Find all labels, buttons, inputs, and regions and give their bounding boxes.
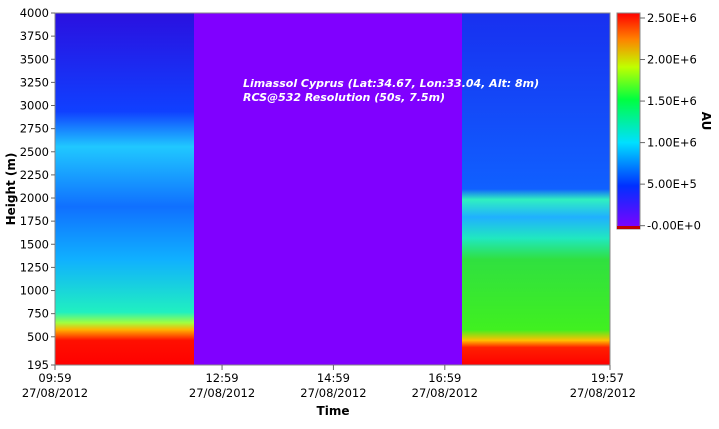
colorbar-tick-label: 1.50E+6 xyxy=(647,94,697,108)
y-tick-label: 2000 xyxy=(20,191,49,205)
y-tick-label: 4000 xyxy=(20,6,49,20)
y-tick-label: 3000 xyxy=(20,99,49,113)
y-tick-label: 2750 xyxy=(20,122,49,136)
x-tick-label: 09:59 xyxy=(38,371,71,385)
x-tick-date: 27/08/2012 xyxy=(300,386,366,400)
colorbar-tick-label: 5.00E+5 xyxy=(647,177,697,191)
colorbar-tick-label: 1.00E+6 xyxy=(647,136,697,150)
y-tick-label: 3250 xyxy=(20,75,49,89)
y-tick-label: 195 xyxy=(27,358,49,372)
y-tick-label: 1750 xyxy=(20,214,49,228)
heatmap-field xyxy=(55,13,610,365)
y-tick-label: 1000 xyxy=(20,284,49,298)
colorbar-tick-label: 2.50E+6 xyxy=(647,11,697,25)
x-axis-title: Time xyxy=(317,404,350,418)
colorbar-underflow xyxy=(617,226,640,229)
x-tick-date: 27/08/2012 xyxy=(189,386,255,400)
colorbar-title: AU xyxy=(699,112,713,131)
x-tick-date: 27/08/2012 xyxy=(412,386,478,400)
y-tick-label: 1500 xyxy=(20,237,49,251)
x-tick-label: 16:59 xyxy=(428,371,461,385)
colorbar-tick-label: -0.00E+0 xyxy=(647,219,701,233)
y-axis-title: Height (m) xyxy=(4,153,18,226)
x-tick-label: 12:59 xyxy=(205,371,238,385)
x-tick-label: 19:57 xyxy=(591,371,624,385)
plot-frame xyxy=(54,12,611,366)
colorbar xyxy=(616,12,641,230)
x-tick-label: 14:59 xyxy=(317,371,350,385)
y-tick-label: 500 xyxy=(27,330,49,344)
x-tick-date: 27/08/2012 xyxy=(570,386,636,400)
y-tick-label: 3750 xyxy=(20,29,49,43)
x-tick-date: 27/08/2012 xyxy=(22,386,88,400)
annotation: Limassol Cyprus (Lat:34.67, Lon:33.04, A… xyxy=(243,77,539,90)
colorbar-tick-label: 2.00E+6 xyxy=(647,53,697,67)
y-tick-label: 2250 xyxy=(20,168,49,182)
annotation: RCS@532 Resolution (50s, 7.5m) xyxy=(243,91,445,104)
y-tick-label: 3500 xyxy=(20,52,49,66)
y-tick-label: 750 xyxy=(27,307,49,321)
y-tick-label: 1250 xyxy=(20,260,49,274)
y-tick-label: 2500 xyxy=(20,145,49,159)
